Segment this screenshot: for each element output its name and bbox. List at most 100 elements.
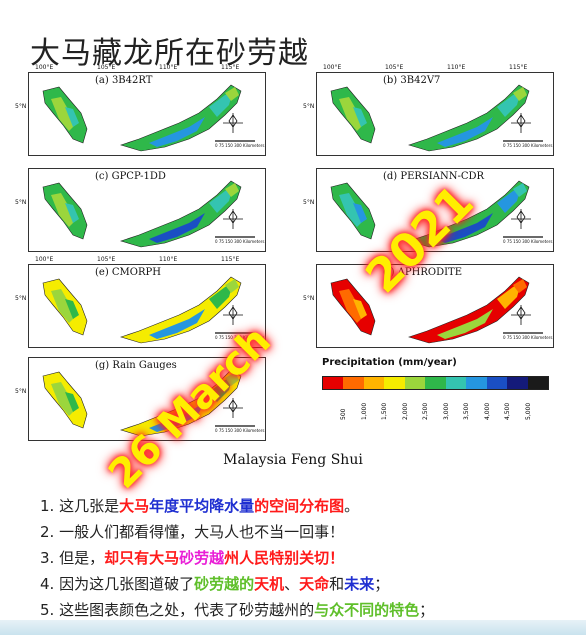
scale-bar-text: 0 75 150 300 Kilometers — [215, 428, 265, 433]
list-text: 与众不同的特色 — [314, 601, 420, 619]
list-text: 特别关切！ — [269, 549, 345, 567]
lat-tick: 5°N — [15, 103, 27, 110]
map-panel: (e) CMORPH 5°N 100°E 105°E 110°E 115°E 0 75 15… — [15, 256, 266, 348]
legend-tick-label: 3,500 — [463, 402, 470, 420]
panel-label: (c) GPCP-1DD — [95, 171, 166, 182]
map-panel: (a) 3B42RT 5°N 100°E 105°E 110°E 115°E 0 75 15… — [15, 64, 266, 156]
lon-tick: 105°E — [97, 64, 116, 71]
malaysia-map — [330, 276, 543, 344]
lon-tick: 100°E — [35, 64, 54, 71]
map-panel: (f) APHRODITE 5°N 0 75 150 300 Kilometers — [303, 264, 554, 348]
list-text: 这几张是 — [59, 497, 120, 515]
map-panel: (d) PERSIANN-CDR 5°N 0 75 150 300 Kilomete… — [303, 168, 554, 252]
list-item: 1. 这几张是大马年度平均降水量的空间分布图。 — [40, 493, 434, 519]
lon-tick: 110°E — [159, 64, 178, 71]
legend-swatch — [486, 377, 508, 389]
lon-tick: 115°E — [221, 256, 240, 263]
malaysia-map — [42, 276, 255, 344]
point-list: 1. 这几张是大马年度平均降水量的空间分布图。 2. 一般人们都看得懂，大马人也不… — [40, 493, 434, 623]
malaysia-map — [330, 180, 543, 248]
scale-bar-text: 0 75 150 300 Kilometers — [503, 335, 553, 340]
list-number: 1. — [40, 497, 60, 515]
list-text: 、 — [284, 575, 300, 593]
legend-swatch — [404, 377, 426, 389]
lat-tick: 5°N — [303, 199, 315, 206]
list-text: 砂劳越的 — [194, 575, 255, 593]
list-text: 却只有大马 — [104, 549, 180, 567]
lat-tick: 5°N — [15, 295, 27, 302]
legend-title: Precipitation (mm/year) — [322, 357, 457, 368]
panel-label: (d) PERSIANN-CDR — [383, 171, 485, 182]
legend-tick-label: 1,000 — [360, 402, 368, 420]
scale-bar-text: 0 75 150 300 Kilometers — [503, 239, 553, 244]
legend-tick-label: 5,000 — [524, 402, 532, 420]
list-text: 一般人们都看得懂，大马人也不当一回事！ — [59, 523, 345, 541]
lat-tick: 5°N — [303, 295, 315, 302]
list-item: 5. 这些图表颜色之处，代表了砂劳越州的与众不同的特色； — [40, 597, 434, 623]
list-item: 4. 因为这几张图道破了砂劳越的天机、天命和未来； — [40, 571, 434, 597]
legend-tick-label: 2,000 — [401, 402, 409, 420]
list-number: 4. — [40, 575, 60, 593]
legend-tick-label: 4,000 — [483, 402, 491, 420]
scale-bar-text: 0 75 150 300 Kilometers — [215, 335, 265, 340]
list-text: 因为这几张图道破了 — [59, 575, 195, 593]
list-text: 砂劳越 — [179, 549, 225, 567]
list-number: 5. — [40, 601, 60, 619]
figure-caption: Malaysia Feng Shui — [223, 452, 363, 468]
list-text: 未来 — [344, 575, 375, 593]
scale-bar-text: 0 75 150 300 Kilometers — [503, 143, 553, 148]
legend-colorbar — [322, 376, 549, 390]
lat-tick: 5°N — [15, 199, 27, 206]
precipitation-legend: Precipitation (mm/year) 500 1,000 1,500 2,0… — [322, 357, 552, 437]
lon-tick: 110°E — [447, 64, 466, 71]
malaysia-map — [42, 84, 255, 152]
lat-tick: 5°N — [15, 388, 27, 395]
lon-tick: 115°E — [221, 64, 240, 71]
legend-swatch — [323, 377, 344, 389]
legend-swatch — [343, 377, 364, 389]
panel-label: (a) 3B42RT — [95, 75, 153, 86]
page-title: 大马藏龙所在砂劳越 — [30, 36, 309, 71]
list-text: 天命 — [299, 575, 330, 593]
panel-label: (g) Rain Gauges — [95, 360, 177, 371]
legend-swatch — [527, 377, 548, 389]
malaysia-map — [330, 84, 543, 152]
lon-tick: 110°E — [159, 256, 178, 263]
map-panel: (g) Rain Gauges 5°N 0 75 150 300 Kilometer… — [15, 357, 266, 441]
legend-tick-label: 3,000 — [442, 402, 450, 420]
lon-tick: 105°E — [385, 64, 404, 71]
scale-bar-text: 0 75 150 300 Kilometers — [215, 143, 265, 148]
malaysia-map — [42, 180, 255, 248]
list-item: 3. 但是，却只有大马砂劳越州人民特别关切！ — [40, 545, 434, 571]
legend-tick-label: 4,500 — [504, 402, 511, 420]
list-item: 2. 一般人们都看得懂，大马人也不当一回事！ — [40, 519, 434, 545]
precipitation-figure: Precipitation (mm/year) 500 1,000 1,500 2,0… — [15, 64, 558, 447]
legend-tick-label: 500 — [340, 408, 347, 420]
panel-label: (f) APHRODITE — [383, 267, 463, 278]
legend-swatch — [363, 377, 385, 389]
panel-label: (b) 3B42V7 — [383, 75, 441, 86]
list-text: 。 — [344, 497, 360, 515]
legend-swatch — [425, 377, 446, 389]
lat-tick: 5°N — [303, 103, 315, 110]
map-panel: (b) 3B42V7 5°N 100°E 105°E 110°E 115°E 0 75 15… — [303, 64, 554, 156]
panel-label: (e) CMORPH — [95, 267, 161, 278]
scale-bar-text: 0 75 150 300 Kilometers — [215, 239, 265, 244]
list-text: 年度平均降水量 — [149, 497, 255, 515]
list-number: 3. — [40, 549, 60, 567]
legend-tick-label: 1,500 — [381, 402, 388, 420]
legend-swatch — [466, 377, 487, 389]
map-panel: (c) GPCP-1DD 5°N 0 75 150 300 Kilometers — [15, 168, 266, 252]
lon-tick: 105°E — [97, 256, 116, 263]
list-text: 和 — [329, 575, 345, 593]
list-number: 2. — [40, 523, 60, 541]
list-text: ； — [374, 575, 390, 593]
legend-swatch — [507, 377, 528, 389]
malaysia-map — [42, 369, 255, 437]
bottom-decor-bar — [0, 620, 586, 635]
legend-ticks: 500 1,000 1,500 2,000 2,500 3,000 3,500 4,000 4,… — [322, 394, 552, 424]
list-text: 但是， — [59, 549, 105, 567]
list-text: 大马 — [119, 497, 150, 515]
legend-tick-label: 2,500 — [422, 402, 429, 420]
list-text: 这些图表颜色之处，代表了砂劳越州的 — [59, 601, 315, 619]
